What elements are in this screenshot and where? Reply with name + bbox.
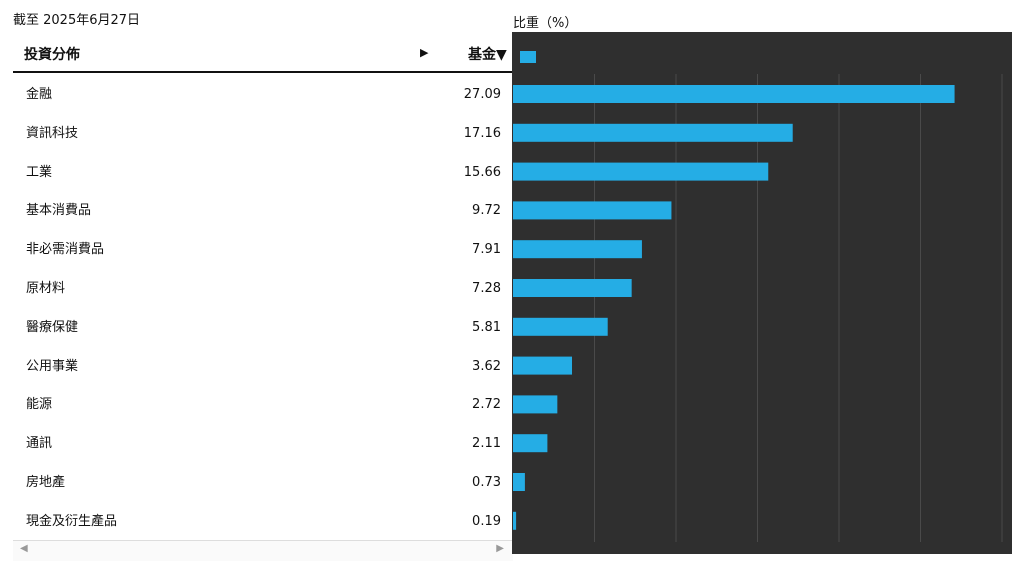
- sector-label: 金融: [26, 87, 53, 102]
- table-row: 現金及衍生產品 0.19: [13, 502, 513, 541]
- bar: [513, 317, 608, 336]
- bar: [513, 473, 525, 491]
- sector-label: 房地產: [26, 475, 66, 490]
- scroll-left-icon[interactable]: ◀: [20, 543, 28, 554]
- table-row: 通訊 2.11: [13, 424, 513, 463]
- sector-value: 17.16: [463, 125, 501, 141]
- bar-chart-svg: [513, 51, 1003, 542]
- sector-label: 非必需消費品: [26, 242, 105, 258]
- sector-label: 醫療保健: [26, 319, 79, 335]
- table-row: 基本消費品 9.72: [13, 191, 513, 230]
- bar: [513, 240, 642, 259]
- sector-value: 9.72: [472, 203, 501, 219]
- sector-value: 3.62: [472, 358, 501, 374]
- table-row: 金融 27.09: [13, 75, 513, 114]
- sector-value: 7.28: [472, 281, 501, 296]
- table-row: 能源 2.72: [13, 385, 513, 424]
- header-divider: [13, 71, 513, 73]
- sector-value: 15.66: [463, 164, 501, 180]
- table-row: 醫療保健 5.81: [13, 308, 513, 347]
- header-name: 投資分佈: [24, 47, 80, 63]
- table-row: 非必需消費品 7.91: [13, 230, 513, 269]
- table-row: 公用事業 3.62: [13, 347, 513, 386]
- bar: [513, 123, 793, 142]
- sector-label: 現金及衍生產品: [26, 513, 118, 529]
- bar-chart: [512, 32, 1012, 554]
- expand-arrow-icon[interactable]: ▶: [420, 46, 429, 59]
- sector-value: 27.09: [463, 87, 501, 102]
- sector-label: 資訊科技: [26, 125, 79, 141]
- bar: [513, 395, 558, 414]
- sector-value: 0.19: [472, 513, 501, 529]
- sector-label: 公用事業: [26, 358, 79, 374]
- legend-swatch: [520, 51, 536, 63]
- sector-label: 工業: [26, 164, 53, 180]
- table-row: 原材料 7.28: [13, 269, 513, 308]
- sort-fund-header[interactable]: 基金▼: [468, 47, 507, 63]
- sector-label: 能源: [26, 397, 53, 413]
- horizontal-scrollbar[interactable]: ◀ ▶: [13, 540, 513, 561]
- sector-value: 7.91: [472, 242, 501, 258]
- sector-value: 5.81: [472, 319, 501, 335]
- bar: [513, 201, 672, 220]
- bar: [513, 434, 548, 453]
- bar: [513, 85, 955, 103]
- sector-label: 通訊: [26, 436, 53, 452]
- sector-label: 原材料: [26, 281, 66, 296]
- bar: [513, 511, 517, 530]
- table-row: 資訊科技 17.16: [13, 114, 513, 153]
- bar: [513, 356, 573, 375]
- sector-label: 基本消費品: [26, 203, 92, 219]
- scroll-right-icon[interactable]: ▶: [496, 543, 504, 554]
- bar: [513, 162, 769, 181]
- sector-value: 0.73: [472, 475, 501, 490]
- chart-unit-label: 比重（%）: [513, 16, 578, 31]
- sector-value: 2.72: [472, 397, 501, 413]
- table-row: 房地產 0.73: [13, 463, 513, 502]
- as-of-date: 截至 2025年6月27日: [13, 13, 141, 28]
- table-row: 工業 15.66: [13, 153, 513, 192]
- bar: [513, 279, 632, 297]
- sector-value: 2.11: [472, 436, 501, 452]
